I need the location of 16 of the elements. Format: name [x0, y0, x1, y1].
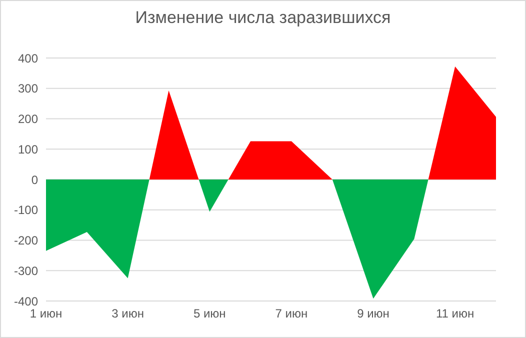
y-tick-label: 200 [18, 112, 38, 126]
x-tick-label: 3 июн [112, 306, 144, 321]
y-tick-label: -300 [14, 264, 38, 278]
y-tick-label: 0 [31, 172, 38, 187]
y-tick-label: -200 [14, 234, 38, 248]
x-tick-label: 1 июн [30, 306, 62, 321]
chart-title: Изменение числа заразившихся [134, 8, 392, 28]
x-tick-label: 5 июн [193, 306, 226, 321]
x-tick-label: 7 июн [275, 306, 308, 321]
y-tick-label: 300 [18, 82, 38, 96]
x-tick-label: 9 июн [357, 306, 390, 321]
y-tick-label: 400 [18, 51, 38, 66]
y-tick-label: -100 [14, 203, 38, 218]
y-tick-label: 100 [18, 142, 38, 156]
x-tick-label: 11 июн [436, 306, 474, 321]
y-tick-label: -400 [14, 294, 38, 308]
